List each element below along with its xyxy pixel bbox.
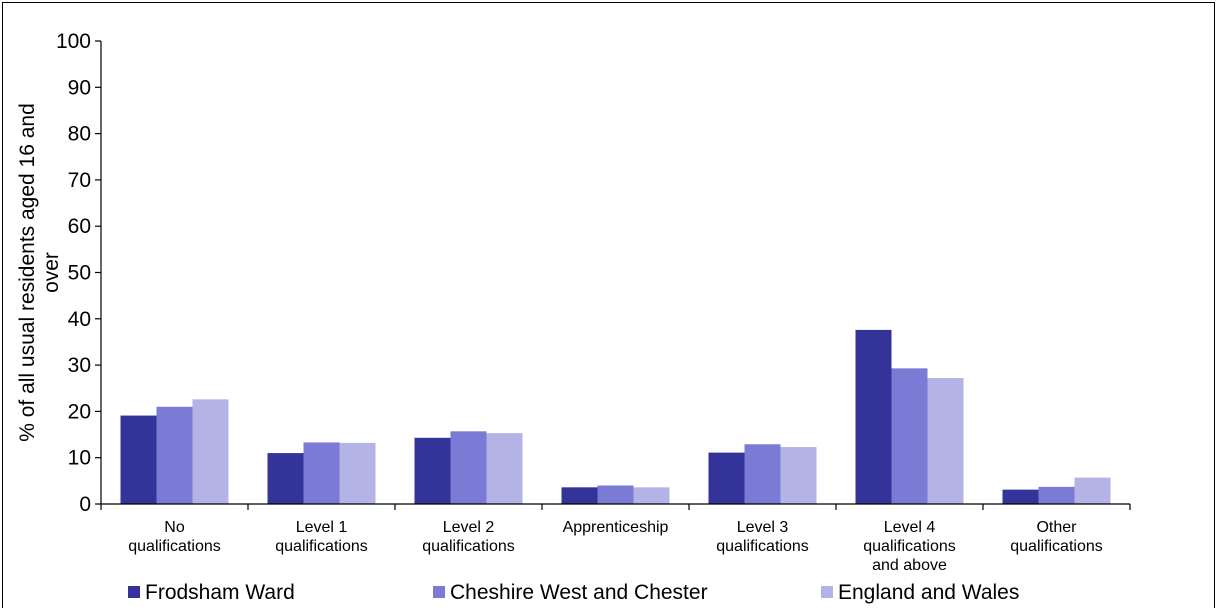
bar-england-and-wales-2 <box>339 442 376 504</box>
legend-label: Cheshire West and Chester <box>450 581 708 604</box>
y-tick-label: 70 <box>68 169 91 192</box>
bar-cheshire-west-and-chester-4 <box>597 485 634 504</box>
bar-cheshire-west-and-chester-1 <box>156 406 193 504</box>
y-tick-label: 50 <box>68 262 91 285</box>
category-label: No qualifications <box>128 519 221 555</box>
category-label: Level 4 qualifications and above <box>863 519 956 574</box>
y-tick-label: 90 <box>68 76 91 99</box>
y-axis-title: % of all usual residents aged 16 andover <box>16 103 63 442</box>
y-tick-label: 30 <box>68 354 91 377</box>
bar-cheshire-west-and-chester-2 <box>303 442 340 504</box>
bar-cheshire-west-and-chester-5 <box>744 444 781 504</box>
bar-england-and-wales-4 <box>633 487 670 504</box>
bar-frodsham-ward-5 <box>708 452 745 504</box>
category-label: Level 2 qualifications <box>422 519 515 555</box>
category-label: Level 3 qualifications <box>716 519 809 555</box>
y-tick-label: 80 <box>68 123 91 146</box>
bar-frodsham-ward-2 <box>267 453 304 504</box>
bar-cheshire-west-and-chester-6 <box>891 368 928 504</box>
bar-frodsham-ward-6 <box>855 329 892 504</box>
y-axis-ticks: 0 10 20 30 40 50 60 70 80 90 100 <box>56 30 101 516</box>
category-label: Level 1 qualifications <box>275 519 368 555</box>
axes <box>100 41 1130 505</box>
bar-cheshire-west-and-chester-7 <box>1038 486 1075 504</box>
y-tick-label: 20 <box>68 400 91 423</box>
bar-cheshire-west-and-chester-3 <box>450 431 487 504</box>
category-labels: No qualifications Level 1 qualifications Lev… <box>100 504 1131 574</box>
y-tick-label: 40 <box>68 308 91 331</box>
y-tick-label: 10 <box>68 447 91 470</box>
bar-england-and-wales-1 <box>192 399 229 504</box>
legend-swatch <box>433 586 445 598</box>
bar-frodsham-ward-7 <box>1002 489 1039 504</box>
y-tick-label: 60 <box>68 215 91 238</box>
y-tick-label: 100 <box>56 30 91 53</box>
legend-swatch <box>821 586 833 598</box>
category-label: Apprenticeship <box>563 519 669 536</box>
y-axis-title-text: % of all usual residents aged 16 andover <box>16 103 63 442</box>
legend-label: England and Wales <box>838 581 1019 604</box>
bar-england-and-wales-6 <box>927 378 964 504</box>
bars <box>120 329 1111 504</box>
bar-england-and-wales-7 <box>1074 477 1111 504</box>
bar-frodsham-ward-4 <box>561 487 598 504</box>
bar-england-and-wales-3 <box>486 433 523 504</box>
legend-label: Frodsham Ward <box>145 581 295 604</box>
legend: Frodsham Ward Cheshire West and Chester En… <box>128 581 1019 604</box>
legend-swatch <box>128 586 140 598</box>
bar-frodsham-ward-3 <box>414 437 451 504</box>
bar-frodsham-ward-1 <box>120 415 157 504</box>
y-tick-label: 0 <box>79 493 91 516</box>
category-label: Other qualifications <box>1010 519 1103 555</box>
bar-england-and-wales-5 <box>780 447 817 504</box>
